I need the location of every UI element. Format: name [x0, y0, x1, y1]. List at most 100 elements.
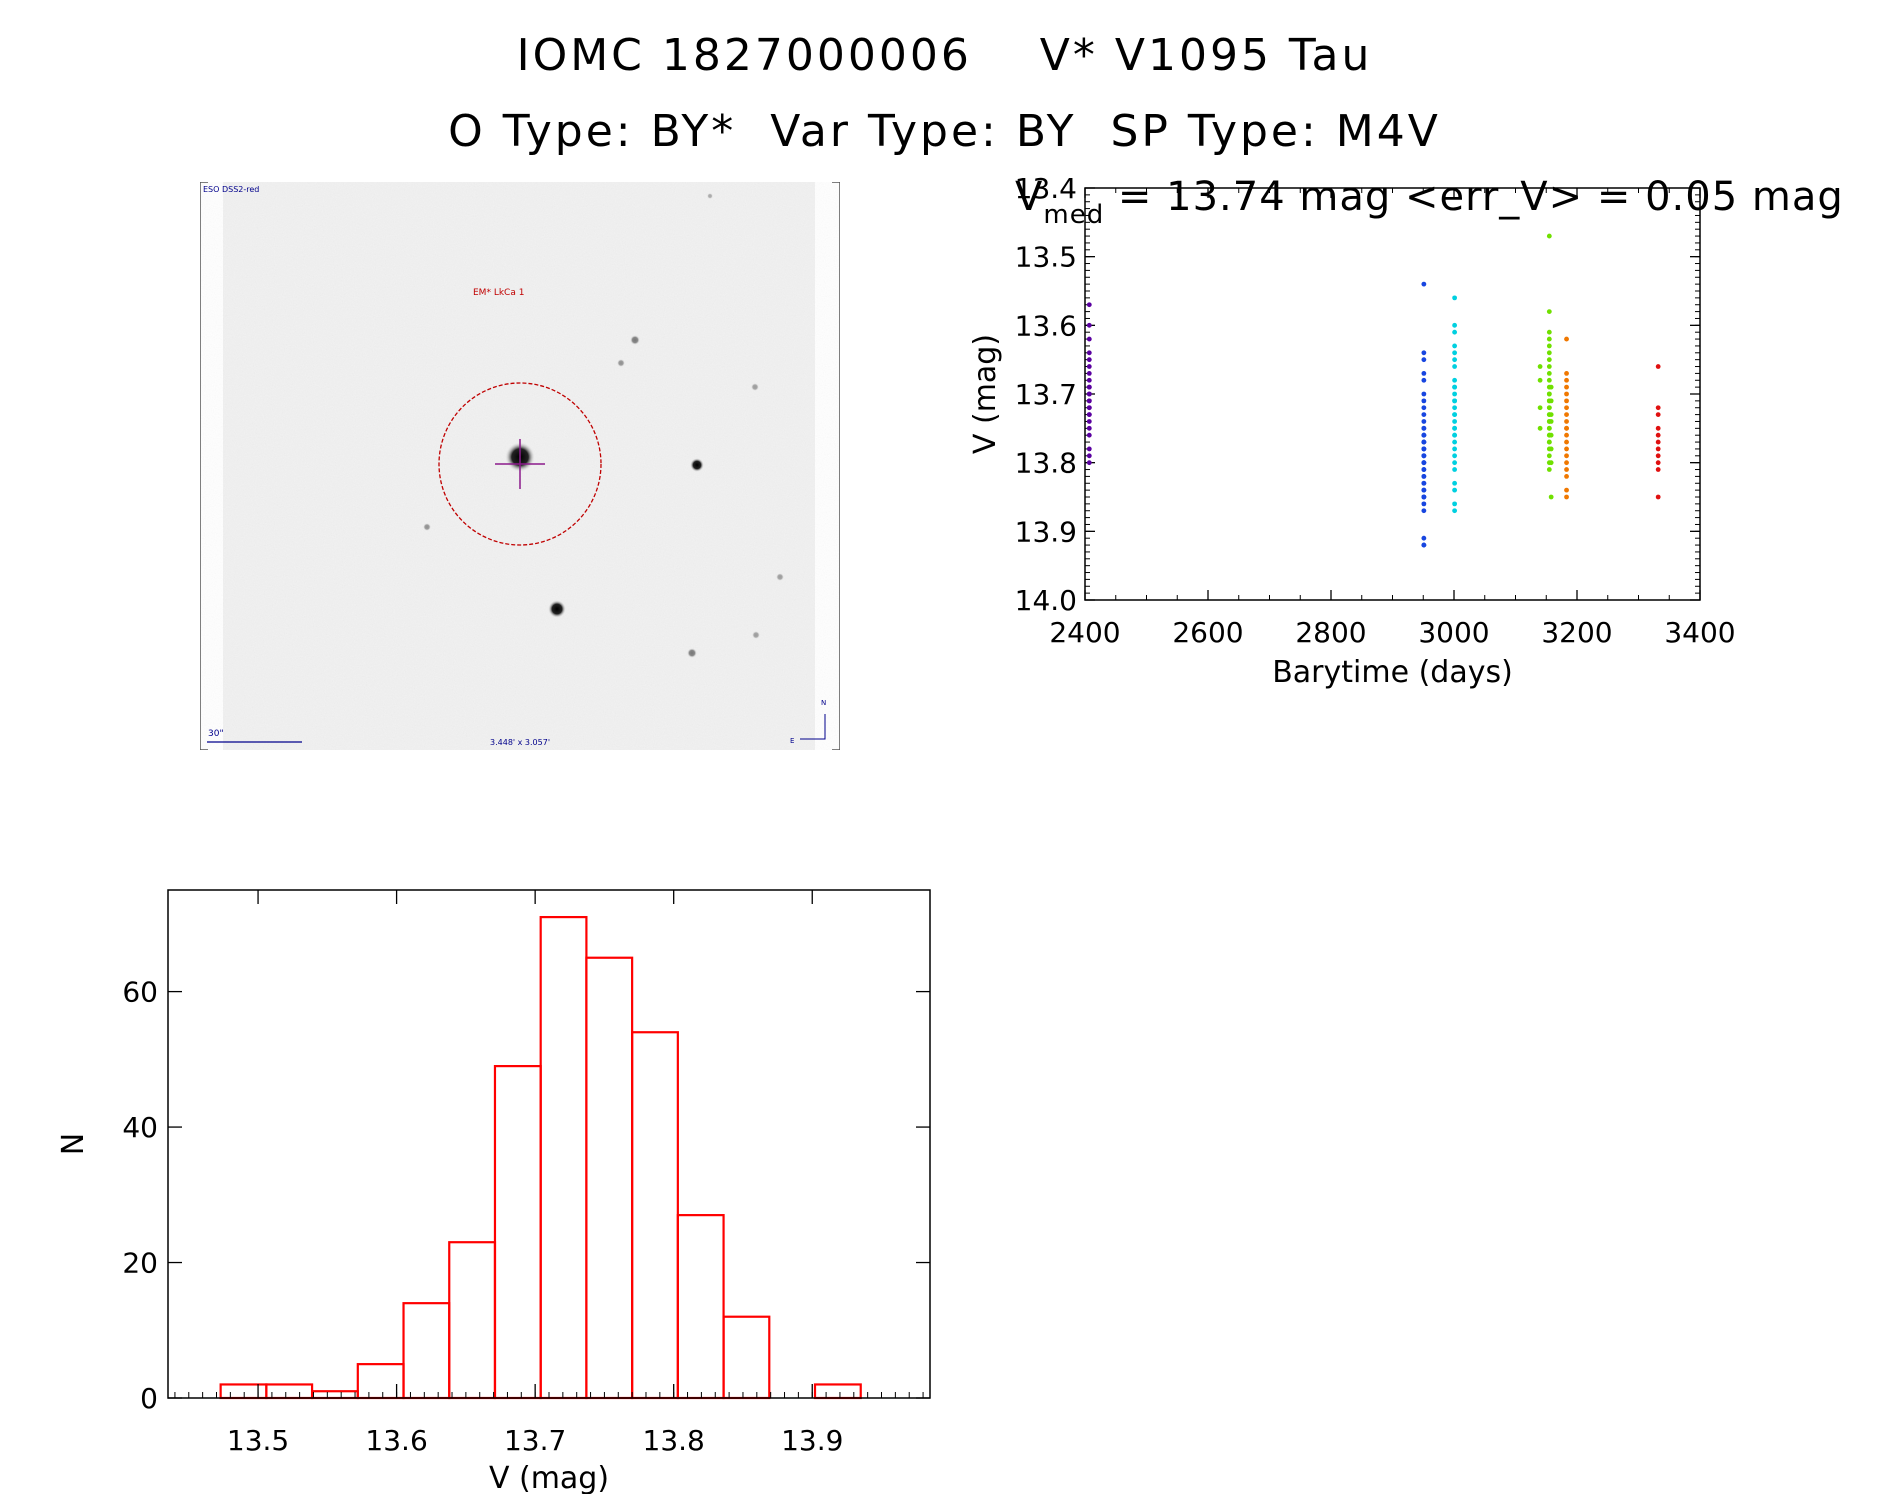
- data-point: [1564, 487, 1569, 493]
- data-point: [1655, 405, 1661, 411]
- x-axis-label: Barytime (days): [1272, 655, 1513, 690]
- data-point: [1655, 425, 1661, 431]
- y-tick-label: 14.0: [1015, 584, 1077, 617]
- data-point: [1421, 480, 1427, 486]
- histogram-bar: [722, 1315, 771, 1400]
- light-curve-svg: Vmed = 13.74 mag <err_V> = 0.05 mag 2400…: [968, 172, 1844, 690]
- data-point: [1537, 425, 1543, 431]
- data-point: [1421, 432, 1427, 438]
- title-v-symbol: V: [1015, 174, 1043, 220]
- star: [707, 193, 713, 199]
- y-tick-label: 13.7: [1015, 378, 1077, 411]
- histogram-chart: 13.5 13.6 13.7 13.8 13.9 0 20 40 60 V (mag) N: [50, 870, 950, 1496]
- data-point: [1086, 405, 1092, 411]
- data-point: [1421, 357, 1427, 363]
- histogram-bar: [493, 1065, 542, 1400]
- data-point: [1452, 480, 1458, 486]
- data-point: [1086, 460, 1092, 466]
- data-point: [1452, 329, 1458, 335]
- light-curve-title: Vmed = 13.74 mag <err_V> = 0.05 mag: [1015, 174, 1844, 230]
- page-subtitle: O Type: BY* Var Type: BY SP Type: M4V: [448, 106, 1441, 157]
- x-tick-label: 3200: [1541, 616, 1612, 649]
- data-point: [1548, 432, 1554, 438]
- data-point: [1548, 384, 1554, 390]
- data-point: [1086, 350, 1092, 356]
- x-axis-label: V (mag): [489, 1461, 609, 1494]
- fov-label: 3.448' x 3.057': [490, 738, 550, 747]
- histogram-bar: [310, 1390, 359, 1400]
- data-point: [1546, 233, 1552, 239]
- data-point: [1086, 453, 1092, 459]
- histogram-bar: [219, 1383, 268, 1400]
- data-point: [1086, 412, 1092, 417]
- data-point: [1564, 453, 1569, 459]
- data-point: [1452, 295, 1458, 301]
- x-tick-label: 2600: [1172, 616, 1243, 649]
- data-point: [1086, 336, 1092, 342]
- data-point: [1421, 453, 1427, 459]
- data-point: [1655, 494, 1661, 500]
- data-point: [1452, 453, 1458, 459]
- x-tick-label: 2800: [1295, 616, 1366, 649]
- x-tick-label: 3000: [1418, 616, 1489, 649]
- data-point: [1452, 460, 1458, 466]
- data-point: [1421, 371, 1427, 376]
- target-circle: [438, 382, 602, 546]
- histogram-svg: 13.5 13.6 13.7 13.8 13.9 0 20 40 60 V (mag) N: [56, 889, 931, 1496]
- data-point: [1421, 425, 1427, 431]
- data-point: [1546, 364, 1552, 369]
- data-point: [1564, 371, 1569, 376]
- y-tick-label: 40: [122, 1111, 158, 1144]
- data-point: [1086, 302, 1092, 308]
- data-point: [1655, 467, 1661, 472]
- data-point: [1546, 425, 1552, 431]
- compass-arrows: [800, 714, 826, 740]
- x-tick-label: 13.5: [227, 1424, 289, 1457]
- data-point: [1452, 467, 1458, 472]
- frame-left: [199, 181, 208, 751]
- x-tick-label: 13.9: [781, 1424, 843, 1457]
- data-point: [1086, 398, 1092, 404]
- data-point: [1564, 405, 1569, 411]
- data-point: [1086, 446, 1092, 452]
- star: [617, 359, 625, 367]
- data-point: [1452, 419, 1458, 424]
- data-point: [1421, 474, 1427, 479]
- star: [751, 383, 759, 391]
- data-point: [1421, 508, 1427, 514]
- data-point: [1546, 377, 1552, 383]
- finder-chart: ESO DSS2-red EM* LkCa 1 30" 3.448' x 3.0…: [199, 181, 841, 751]
- data-point: [1452, 405, 1458, 411]
- data-point: [1452, 446, 1458, 452]
- data-point: [1421, 487, 1427, 493]
- y-axis-label: V (mag): [968, 334, 1003, 454]
- finder-image: ESO DSS2-red EM* LkCa 1 30" 3.448' x 3.0…: [199, 181, 841, 751]
- compass-north-label: N: [821, 699, 826, 707]
- data-point: [1564, 432, 1569, 438]
- data-point: [1086, 391, 1092, 397]
- histogram-bar: [585, 956, 634, 1400]
- data-point: [1564, 377, 1569, 383]
- data-point: [1537, 364, 1543, 369]
- data-point: [1452, 425, 1458, 431]
- data-point: [1655, 364, 1661, 369]
- data-point: [1452, 501, 1458, 507]
- data-point: [1086, 364, 1092, 369]
- y-tick-label: 13.8: [1015, 447, 1077, 480]
- data-point: [1546, 391, 1552, 397]
- x-tick-label: 13.8: [643, 1424, 705, 1457]
- data-point: [1421, 501, 1427, 507]
- x-tick-label: 2400: [1049, 616, 1120, 649]
- data-point: [1452, 432, 1458, 438]
- data-point: [1655, 439, 1661, 445]
- data-point: [1548, 446, 1554, 452]
- data-point: [1564, 391, 1569, 397]
- data-point: [1564, 425, 1569, 431]
- data-point: [1086, 425, 1092, 431]
- data-point: [1452, 487, 1458, 493]
- page-title: IOMC 1827000006 V* V1095 Tau: [516, 30, 1373, 81]
- data-point: [1546, 467, 1552, 472]
- data-point: [1421, 350, 1427, 356]
- data-point: [1546, 357, 1552, 363]
- data-point: [1537, 405, 1543, 411]
